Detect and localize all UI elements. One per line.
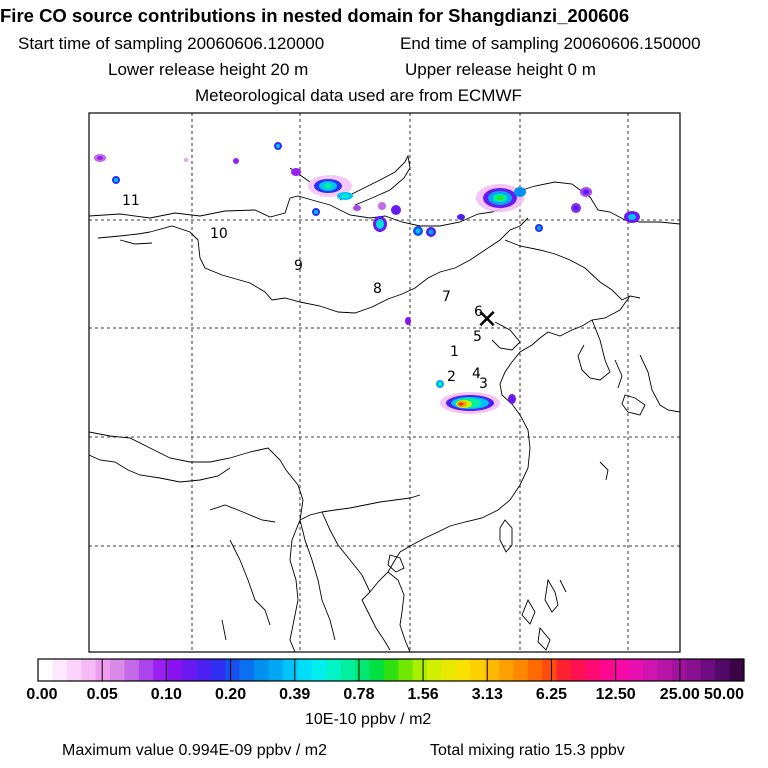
colorbar-cell [297, 659, 313, 681]
colorbar [37, 658, 745, 682]
colorbar-cell [326, 659, 341, 681]
colorbar-cells [38, 659, 745, 681]
co-plumes [94, 142, 640, 414]
total-mixing-ratio: Total mixing ratio 15.3 ppbv [430, 742, 625, 759]
plume-central [405, 317, 516, 414]
trajectory-label-11: 11 [122, 193, 140, 209]
colorbar-ticks [37, 659, 745, 681]
lower-release-height: Lower release height 20 m [108, 60, 309, 79]
colorbar-cell [513, 659, 529, 681]
colorbar-cell [700, 659, 716, 681]
colorbar-label: 25.00 [659, 686, 700, 703]
colorbar-cell [412, 659, 428, 681]
colorbar-label: 0.78 [343, 686, 375, 703]
colorbar-cell [657, 659, 673, 681]
maximum-value: Maximum value 0.994E-09 ppbv / m2 [62, 742, 328, 759]
colorbar-cell [254, 659, 269, 681]
colorbar-cell [167, 659, 183, 681]
sampling-start-time: Start time of sampling 20060606.120000 [18, 34, 325, 53]
colorbar-label: 0.00 [26, 686, 58, 703]
colorbar-cell [499, 659, 514, 681]
colorbar-cell [527, 659, 543, 681]
trajectory-label-4: 4 [472, 366, 481, 382]
plume-north-west [94, 142, 282, 184]
trajectory-label-5: 5 [473, 329, 482, 345]
meteorological-data-source: Meteorological data used are from ECMWF [195, 86, 522, 105]
colorbar-cell [542, 659, 558, 681]
colorbar-cell [354, 659, 370, 681]
colorbar-cell [138, 659, 154, 681]
receptor-marker: ✕ [476, 305, 498, 335]
colorbar-label: 0.20 [214, 686, 247, 703]
colorbar-cell [628, 659, 644, 681]
colorbar-cell [196, 659, 212, 681]
trajectory-label-10: 10 [210, 226, 228, 242]
colorbar-label: 0.10 [150, 686, 182, 703]
colorbar-cell [470, 659, 486, 681]
colorbar-label: 0.05 [86, 686, 118, 703]
map-frame [88, 112, 681, 653]
colorbar-cell [715, 659, 730, 681]
colorbar-cell [556, 659, 572, 681]
colorbar-cell [585, 659, 601, 681]
plume-okhotsk [291, 168, 465, 237]
colorbar-cell [571, 659, 586, 681]
colorbar-cell [340, 659, 356, 681]
colorbar-cell [311, 659, 327, 681]
upper-release-height: Upper release height 0 m [405, 60, 596, 79]
colorbar-label: 6.25 [535, 686, 568, 703]
colorbar-label: 0.39 [279, 686, 311, 703]
colorbar-cell [643, 659, 658, 681]
trajectory-label-3: 3 [479, 376, 488, 392]
colorbar-cell [52, 659, 68, 681]
trajectory-labels: 11 10 9 8 7 6 5 1 2 4 3 [122, 193, 488, 392]
colorbar-cell [38, 659, 53, 681]
map-panel: 11 10 9 8 7 6 5 1 2 4 3 ✕ [88, 112, 681, 653]
colorbar-cell [614, 659, 630, 681]
trajectory-label-8: 8 [373, 281, 382, 297]
colorbar-label: 50.00 [703, 686, 745, 703]
colorbar-cell [455, 659, 471, 681]
colorbar-cell [398, 659, 414, 681]
colorbar-unit: 10E-10 ppbv / m2 [305, 711, 432, 728]
colorbar-cell [110, 659, 125, 681]
colorbar-label: 3.13 [471, 686, 503, 703]
colorbar-cell [66, 659, 82, 681]
colorbar-cell [686, 659, 702, 681]
colorbar-cell [182, 659, 197, 681]
plume-north-east [476, 184, 640, 232]
coastlines-and-borders [89, 154, 680, 652]
colorbar-cell [441, 659, 457, 681]
sampling-end-time: End time of sampling 20060606.150000 [400, 34, 701, 53]
colorbar-cell [383, 659, 399, 681]
colorbar-cell [124, 659, 140, 681]
colorbar-cell [268, 659, 284, 681]
colorbar-cell [599, 659, 615, 681]
colorbar-cell [427, 659, 442, 681]
colorbar-label: 1.56 [407, 686, 439, 703]
trajectory-label-2: 2 [447, 369, 456, 385]
colorbar-cell [81, 659, 97, 681]
trajectory-label-7: 7 [442, 289, 451, 305]
colorbar-cell [239, 659, 255, 681]
colorbar-cell [210, 659, 226, 681]
colorbar-cell [95, 659, 111, 681]
trajectory-label-9: 9 [294, 258, 303, 274]
colorbar-cell [153, 659, 169, 681]
colorbar-cell [225, 659, 241, 681]
colorbar-cell [484, 659, 500, 681]
colorbar-label: 12.50 [595, 686, 636, 703]
trajectory-label-6: 6 [474, 304, 483, 320]
colorbar-cell [282, 659, 298, 681]
colorbar-cell [729, 659, 745, 681]
trajectory-label-1: 1 [450, 344, 459, 360]
map-title: Fire CO source contributions in nested d… [0, 5, 630, 26]
colorbar-cell [369, 659, 385, 681]
